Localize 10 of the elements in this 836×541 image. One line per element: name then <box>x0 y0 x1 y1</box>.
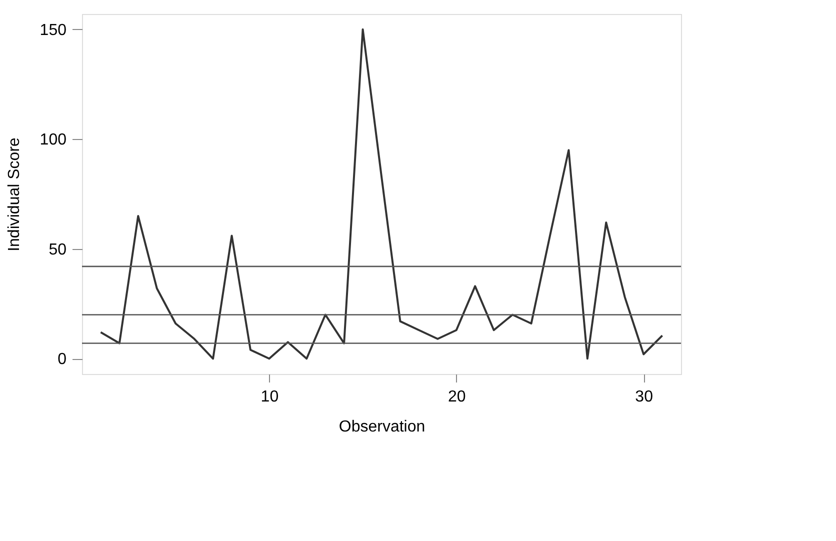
x-tick-label: 10 <box>260 388 279 406</box>
y-tick-label: 100 <box>40 132 67 149</box>
y-tick-label: 50 <box>48 241 67 258</box>
y-tick-label: 150 <box>40 22 67 39</box>
x-tick-label: 20 <box>448 388 466 406</box>
y-tick-label: 0 <box>58 351 67 368</box>
y-axis-title: Individual Score <box>6 137 23 252</box>
x-tick-label: 30 <box>635 388 654 406</box>
x-axis-title: Observation <box>338 418 426 436</box>
line-series <box>100 28 664 360</box>
